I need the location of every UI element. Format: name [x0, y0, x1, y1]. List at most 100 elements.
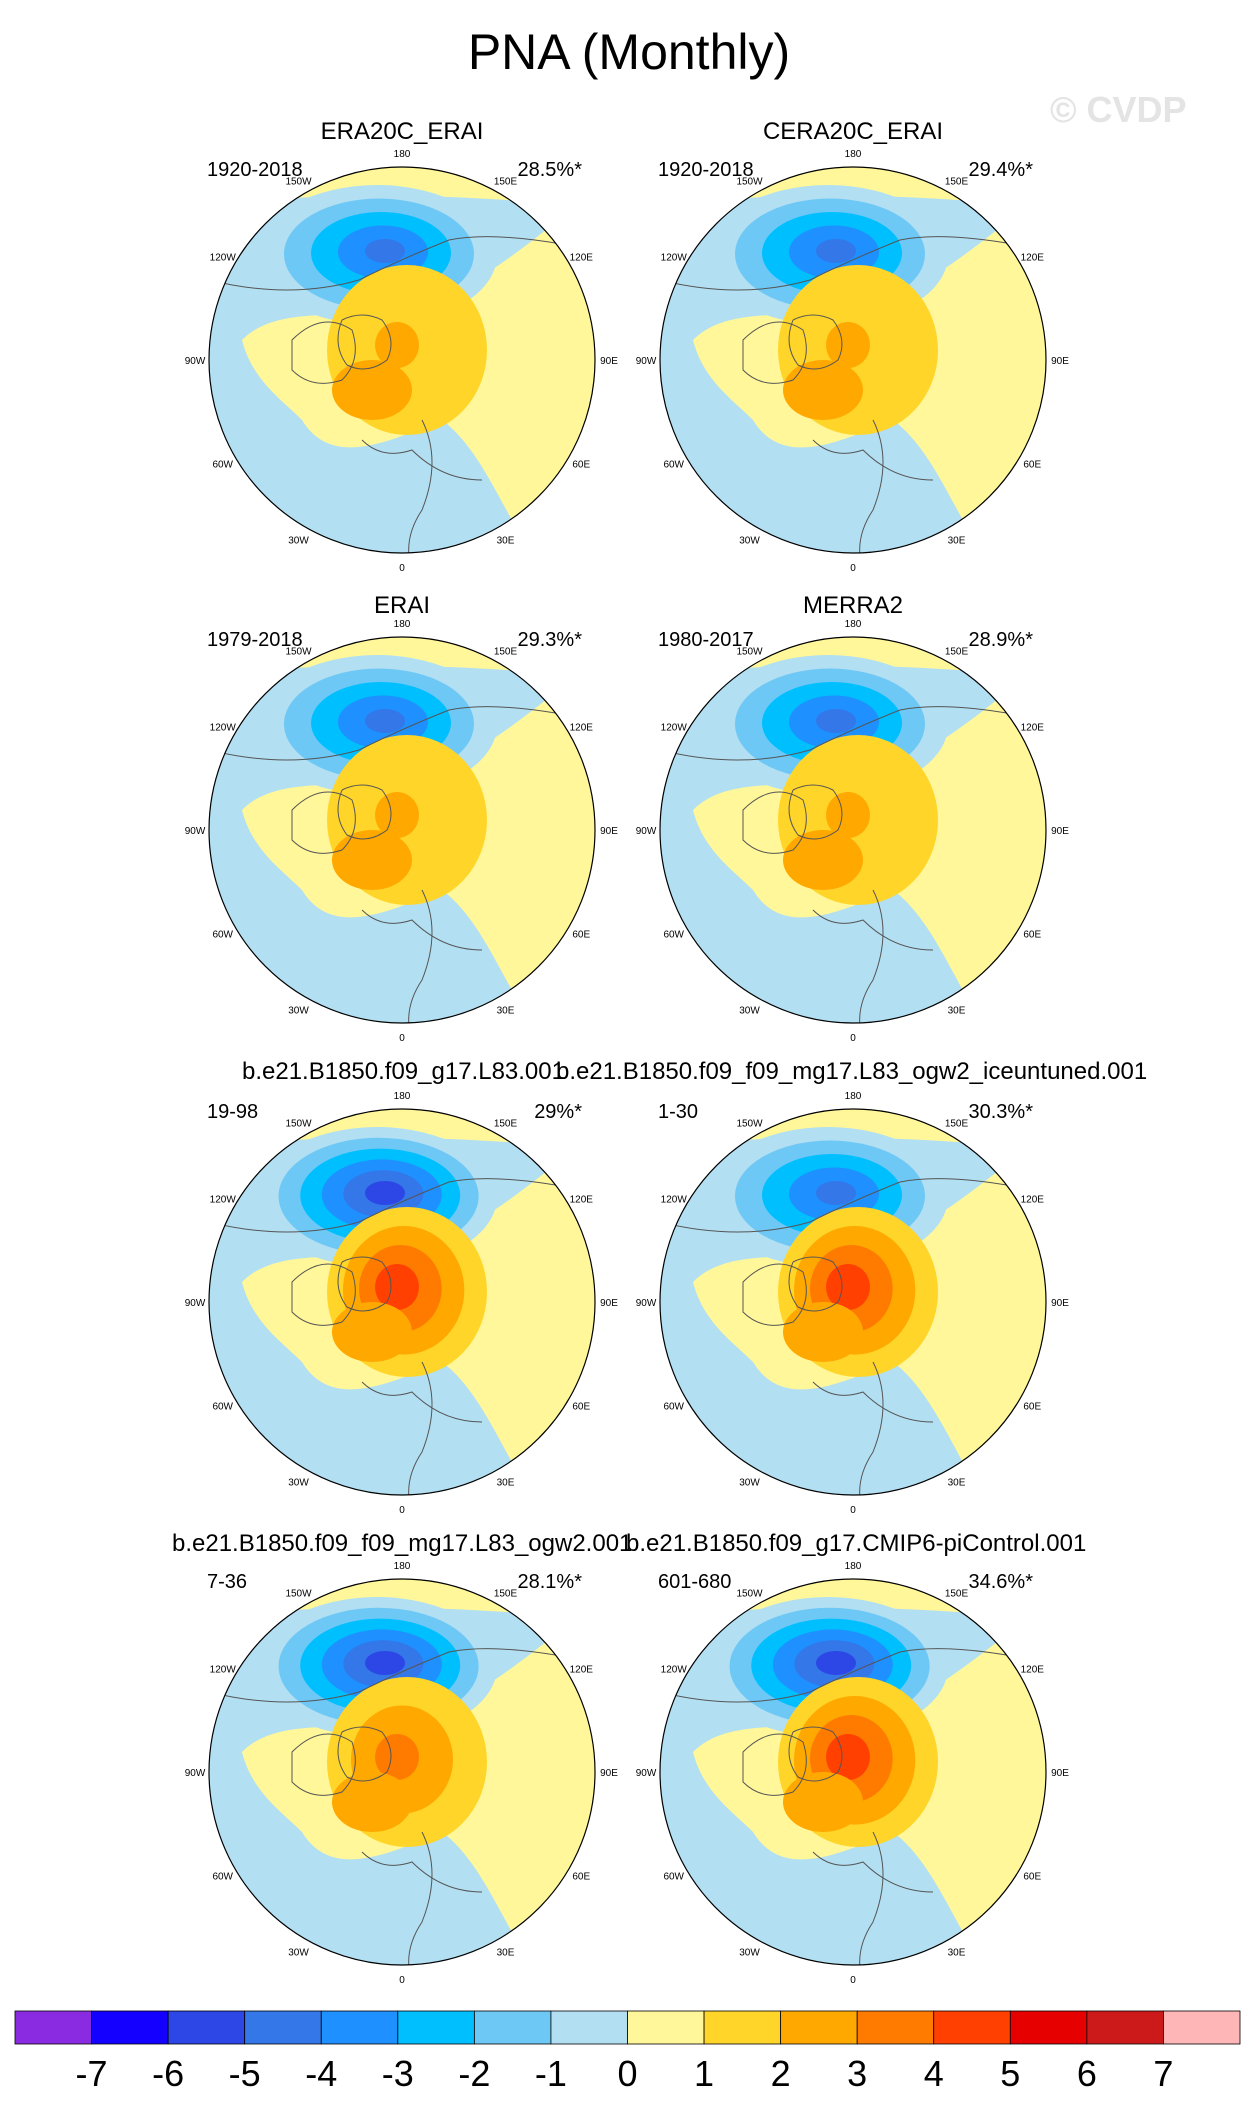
longitude-label: 120E — [570, 723, 594, 734]
panel-title: MERRA2 — [802, 592, 904, 619]
longitude-label: 60E — [572, 460, 590, 471]
negative-contour — [365, 1181, 405, 1205]
positive-contour — [332, 830, 412, 890]
longitude-label: 30W — [739, 535, 760, 546]
coastline — [660, 236, 1044, 291]
longitude-label: 30W — [288, 535, 309, 546]
positive-contour — [826, 792, 870, 838]
coastline — [291, 1733, 356, 1796]
positive-contour — [826, 1264, 870, 1310]
coastline — [812, 1381, 934, 1423]
longitude-label: 60W — [212, 1872, 233, 1883]
map-panel — [660, 1109, 1046, 1495]
panel-years: 7-36 — [207, 1571, 248, 1593]
longitude-label: 150E — [945, 647, 969, 658]
positive-contour — [783, 1302, 863, 1362]
positive-contour — [826, 1734, 870, 1780]
positive-contour — [332, 1772, 412, 1832]
longitude-label: 30E — [948, 1947, 966, 1958]
longitude-label: 120E — [570, 253, 594, 264]
coastline — [788, 314, 843, 370]
panel-title: b.e21.B1850.f09_g17.CMIP6-piControl.001 — [626, 1530, 1087, 1557]
negative-contour — [365, 709, 405, 733]
map-border — [659, 1108, 1047, 1496]
longitude-label: 60W — [212, 1402, 233, 1413]
longitude-label: 30E — [948, 1477, 966, 1488]
longitude-label: 0 — [399, 1505, 405, 1516]
longitude-label: 150E — [945, 1589, 969, 1600]
coastline — [859, 419, 884, 553]
longitude-label: 0 — [850, 1033, 856, 1044]
longitude-label: 30E — [497, 1477, 515, 1488]
longitude-label: 120E — [1021, 1665, 1045, 1676]
panel-variance-pct: 29%* — [534, 1101, 582, 1123]
longitude-label: 30E — [948, 1005, 966, 1016]
longitude-label: 150W — [736, 177, 763, 188]
coastline — [660, 706, 1044, 761]
longitude-label: 0 — [850, 1975, 856, 1986]
longitude-label: 30W — [739, 1005, 760, 1016]
longitude-label: 60E — [1023, 1872, 1041, 1883]
longitude-label: 60W — [663, 930, 684, 941]
longitude-label: 120W — [661, 253, 688, 264]
panel-variance-pct: 28.1%* — [517, 1571, 583, 1593]
longitude-label: 30W — [288, 1005, 309, 1016]
longitude-label: 90W — [185, 1298, 206, 1309]
map-border — [208, 166, 596, 554]
map-panel — [660, 637, 1046, 1023]
negative-contour — [365, 1651, 405, 1675]
longitude-label: 150E — [945, 1119, 969, 1130]
longitude-label: 0 — [850, 1505, 856, 1516]
longitude-label: 180 — [845, 1091, 862, 1102]
positive-contour — [375, 1734, 419, 1780]
coastline — [291, 1263, 356, 1326]
panel-title: ERAI — [373, 592, 430, 619]
map-panel — [209, 167, 595, 553]
coastline — [788, 784, 843, 840]
longitude-label: 120E — [1021, 723, 1045, 734]
coastline — [361, 1851, 483, 1893]
coastline — [859, 889, 884, 1023]
longitude-label: 150W — [736, 1589, 763, 1600]
longitude-label: 90E — [600, 1298, 618, 1309]
map-border — [208, 636, 596, 1024]
longitude-label: 150E — [494, 647, 518, 658]
negative-contour — [816, 709, 856, 733]
coastline — [742, 791, 807, 854]
coastline — [361, 439, 483, 481]
panel-title: b.e21.B1850.f09_f09_mg17.L83_ogw2.001 — [172, 1530, 633, 1557]
panel-years: 1980-2017 — [658, 629, 754, 651]
map-border — [659, 1578, 1047, 1966]
coastline — [812, 1851, 934, 1893]
longitude-label: 120W — [210, 723, 237, 734]
longitude-label: 90E — [1051, 826, 1069, 837]
longitude-label: 120E — [1021, 1195, 1045, 1206]
map-panel — [209, 637, 595, 1023]
coastline — [337, 1256, 392, 1312]
longitude-label: 0 — [399, 563, 405, 574]
coastline — [209, 706, 593, 761]
longitude-label: 150W — [736, 1119, 763, 1130]
coastline — [291, 791, 356, 854]
longitude-label: 150E — [494, 1119, 518, 1130]
panel-years: 19-98 — [207, 1101, 259, 1123]
coastline — [660, 1178, 1044, 1233]
longitude-label: 90E — [600, 1768, 618, 1779]
coastline — [291, 321, 356, 384]
longitude-label: 150E — [494, 1589, 518, 1600]
coastline — [408, 889, 433, 1023]
longitude-label: 0 — [850, 563, 856, 574]
negative-contour — [365, 239, 405, 263]
longitude-label: 90W — [636, 1768, 657, 1779]
longitude-label: 120E — [570, 1195, 594, 1206]
longitude-label: 120E — [1021, 253, 1045, 264]
panel-variance-pct: 28.5%* — [517, 159, 583, 181]
coastline — [742, 1733, 807, 1796]
map-panel — [660, 167, 1046, 553]
map-border — [208, 1578, 596, 1966]
negative-contour — [816, 1181, 856, 1205]
coastline — [660, 1648, 1044, 1703]
longitude-label: 180 — [845, 149, 862, 160]
panel-variance-pct: 29.4%* — [968, 159, 1034, 181]
